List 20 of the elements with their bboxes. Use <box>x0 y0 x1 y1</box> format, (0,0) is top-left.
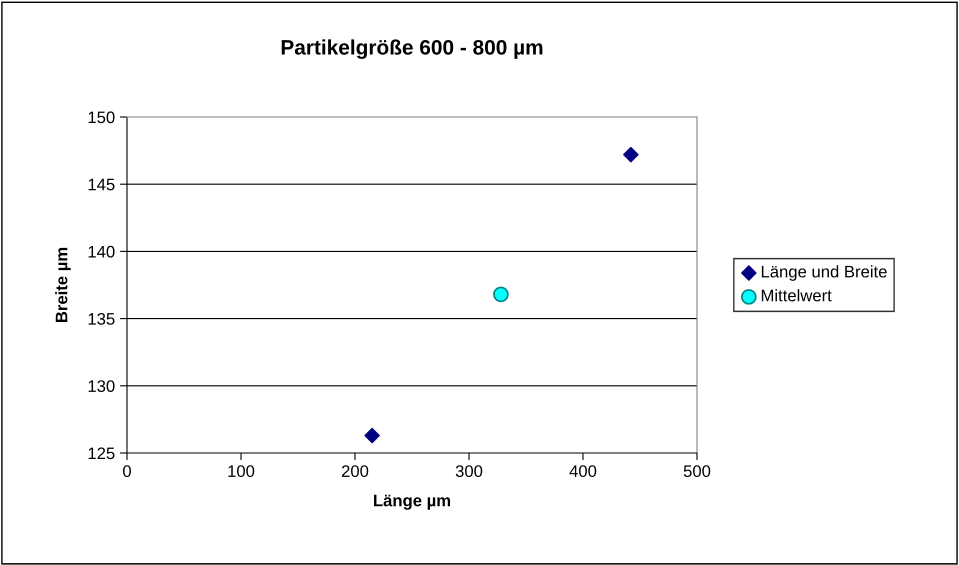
y-tick-label: 145 <box>88 178 114 190</box>
y-tick-label: 150 <box>88 111 115 124</box>
y-tick-label: 130 <box>88 380 115 392</box>
point <box>364 428 380 444</box>
y-tick-label: 125 <box>88 447 114 460</box>
x-tick-label: 300 <box>456 465 482 478</box>
x-axis-title: Länge µm <box>374 494 450 510</box>
x-tick-label: 500 <box>684 465 710 478</box>
y-tick-label: 135 <box>88 313 114 325</box>
x-tick-label: 200 <box>342 465 368 478</box>
y-axis-title: Breite µm <box>55 248 71 322</box>
point <box>623 146 639 162</box>
x-tick-label: 100 <box>228 465 254 478</box>
legend-label: Mittelwert <box>762 289 832 302</box>
x-tick-label: 400 <box>569 465 596 478</box>
chart-title: Partikelgröße 600 - 800 µm <box>282 39 542 59</box>
legend-label: Länge und Breite <box>762 265 887 281</box>
y-tick-label: 140 <box>88 246 115 258</box>
point <box>493 286 509 302</box>
x-tick-label: 0 <box>123 465 131 478</box>
